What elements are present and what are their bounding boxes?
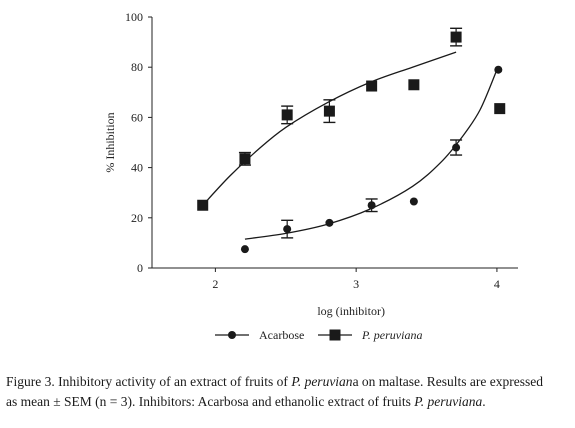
caption-text: . xyxy=(482,394,486,409)
legend-label-peruviana: P. peruviana xyxy=(361,328,422,342)
point-acarbose xyxy=(494,65,503,74)
chart: 0 20 40 60 80 100 2 3 4 log (inhibitor) % Inhibit… xyxy=(103,10,518,342)
point-peruviana xyxy=(239,153,251,165)
fit-line-peruviana xyxy=(202,51,457,206)
point-peruviana xyxy=(408,79,420,91)
data-points xyxy=(197,27,506,254)
y-axis-label: % Inhibition xyxy=(103,112,117,172)
y-tick-label: 40 xyxy=(131,161,143,175)
x-tick-label: 3 xyxy=(353,277,359,291)
point-acarbose xyxy=(240,245,249,254)
point-acarbose xyxy=(452,143,461,152)
point-acarbose xyxy=(409,197,418,206)
point-peruviana xyxy=(323,105,335,117)
point-peruviana xyxy=(281,109,293,121)
y-tick-label: 60 xyxy=(131,110,143,124)
axis-labels: log (inhibitor) % Inhibition xyxy=(103,112,385,318)
caption-text: as mean ± SEM (n = 3). Inhibitors: Acarb… xyxy=(6,394,415,409)
caption-text: Figure 3. Inhibitory activity of an extr… xyxy=(6,374,292,389)
y-tick-label: 100 xyxy=(125,10,143,24)
y-tick-label: 0 xyxy=(137,261,143,275)
y-tick-label: 20 xyxy=(131,211,143,225)
point-peruviana xyxy=(494,103,506,115)
point-acarbose xyxy=(325,218,334,227)
legend: Acarbose P. peruviana xyxy=(215,328,422,342)
y-tick-label: 80 xyxy=(131,60,143,74)
point-peruviana xyxy=(450,31,462,43)
figure-caption: Figure 3. Inhibitory activity of an extr… xyxy=(6,372,572,412)
x-tick-label: 4 xyxy=(494,277,500,291)
point-peruviana xyxy=(197,199,209,211)
x-axis-label: log (inhibitor) xyxy=(317,304,385,318)
point-acarbose xyxy=(283,225,292,234)
point-acarbose xyxy=(367,201,376,210)
caption-text: a on maltase. Results are expressed xyxy=(352,374,543,389)
axes: 0 20 40 60 80 100 2 3 4 xyxy=(125,10,518,291)
legend-marker-peruviana xyxy=(329,329,341,341)
point-peruviana xyxy=(366,80,378,92)
fit-curves xyxy=(202,51,498,240)
x-tick-label: 2 xyxy=(212,277,218,291)
fit-line-acarbose xyxy=(244,69,498,240)
legend-label-acarbose: Acarbose xyxy=(259,328,304,342)
legend-marker-acarbose xyxy=(228,331,236,339)
caption-species: P. peruvian xyxy=(291,374,353,389)
caption-species: P. peruviana xyxy=(414,394,483,409)
